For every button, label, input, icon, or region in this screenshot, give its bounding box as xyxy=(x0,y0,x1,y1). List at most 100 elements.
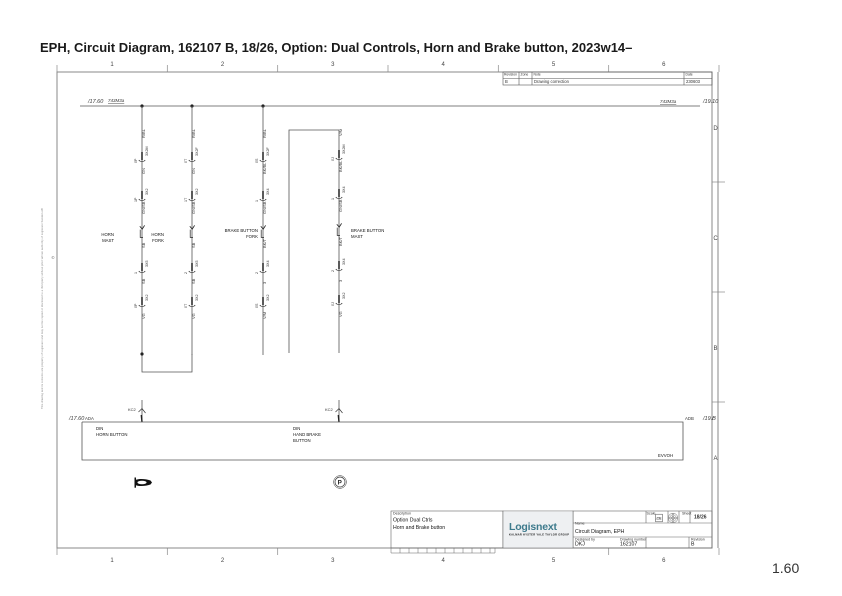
svg-text:2: 2 xyxy=(331,270,335,272)
svg-text:V/M: V/M xyxy=(262,312,267,319)
svg-text:DKJ: DKJ xyxy=(575,542,585,548)
svg-text:DIN: DIN xyxy=(293,426,300,431)
svg-text:BK/T: BK/T xyxy=(262,239,267,248)
svg-text:18/26: 18/26 xyxy=(694,515,707,521)
svg-text:Option Dual Ctrls: Option Dual Ctrls xyxy=(393,518,433,524)
svg-text:3: 3 xyxy=(331,62,335,68)
svg-text:BRAKE BUTTON: BRAKE BUTTON xyxy=(225,228,258,233)
svg-text:3X4: 3X4 xyxy=(266,260,270,267)
svg-text:GN: GN xyxy=(141,168,146,174)
svg-text:0J: 0J xyxy=(331,157,335,161)
svg-text:/19.10: /19.10 xyxy=(702,99,719,105)
svg-text:Zone: Zone xyxy=(521,73,529,77)
svg-text:3X4: 3X4 xyxy=(266,188,270,195)
svg-text:MAST: MAST xyxy=(102,238,114,243)
svg-text:BUTTON: BUTTON xyxy=(293,438,311,443)
svg-text:Scale: Scale xyxy=(647,512,656,516)
svg-text:3X2F: 3X2F xyxy=(195,146,199,156)
svg-text:R/BL: R/BL xyxy=(262,128,267,138)
svg-text:VG: VG xyxy=(191,313,196,319)
svg-text:Sheet: Sheet xyxy=(682,512,691,516)
svg-text:VG: VG xyxy=(338,311,343,317)
svg-text:KALMAR HYSTER YALE TAYLOR GROU: KALMAR HYSTER YALE TAYLOR GROUP xyxy=(509,533,569,537)
svg-text:3X2: 3X2 xyxy=(342,292,346,299)
svg-text:HORN BUTTON: HORN BUTTON xyxy=(96,432,127,437)
svg-text:GN/SB: GN/SB xyxy=(191,201,196,214)
svg-text:0S: 0S xyxy=(255,158,259,163)
svg-text:0T: 0T xyxy=(184,303,188,308)
svg-text:KC2: KC2 xyxy=(128,407,137,412)
svg-text:V/M: V/M xyxy=(338,129,343,136)
svg-text:230603: 230603 xyxy=(686,79,701,84)
svg-text:1T: 1T xyxy=(184,197,188,202)
svg-text:3X5: 3X5 xyxy=(195,260,199,267)
svg-text:R/BL: R/BL xyxy=(141,128,146,138)
svg-text:©: © xyxy=(52,255,55,260)
svg-text:Horn and Brake button: Horn and Brake button xyxy=(393,525,445,531)
svg-text:HORN: HORN xyxy=(151,232,164,237)
svg-text:KC2: KC2 xyxy=(325,407,334,412)
svg-text:DIN: DIN xyxy=(96,426,103,431)
svg-text:0J: 0J xyxy=(331,302,335,306)
svg-text:3X4: 3X4 xyxy=(342,258,346,265)
svg-text:BK/BL: BK/BL xyxy=(262,162,267,174)
svg-text:VG: VG xyxy=(141,313,146,319)
svg-text:R/BL: R/BL xyxy=(191,128,196,138)
svg-text:1: 1 xyxy=(110,62,114,68)
svg-text:FORK: FORK xyxy=(152,238,164,243)
svg-text:1: 1 xyxy=(134,272,138,274)
svg-text:D: D xyxy=(713,126,718,132)
svg-text:1: 1 xyxy=(255,200,259,202)
svg-text:0P: 0P xyxy=(134,158,138,163)
svg-text:HORN: HORN xyxy=(101,232,114,237)
svg-text:/17.60: /17.60 xyxy=(87,99,104,105)
svg-text:EVVOH: EVVOH xyxy=(658,453,673,458)
svg-text:B: B xyxy=(691,542,695,548)
svg-text:3X4: 3X4 xyxy=(342,186,346,193)
svg-text:GN: GN xyxy=(191,168,196,174)
svg-text:CE: CE xyxy=(657,517,663,521)
svg-text:1: 1 xyxy=(331,198,335,200)
svg-text:3X2: 3X2 xyxy=(145,294,149,301)
svg-text:743M3a: 743M3a xyxy=(660,99,677,104)
svg-text:C: C xyxy=(713,236,718,242)
svg-text:2: 2 xyxy=(255,272,259,274)
svg-text:Logisnext: Logisnext xyxy=(509,521,557,533)
svg-text:1P: 1P xyxy=(134,197,138,202)
svg-text:3X2: 3X2 xyxy=(195,188,199,195)
svg-text:4: 4 xyxy=(442,558,446,564)
svg-text:GN/SB: GN/SB xyxy=(338,199,343,212)
svg-text:0S: 0S xyxy=(255,303,259,308)
svg-text:B: B xyxy=(505,79,508,84)
svg-text:MAST: MAST xyxy=(351,234,363,239)
svg-text:/17.60: /17.60 xyxy=(68,416,85,422)
svg-text:FORK: FORK xyxy=(246,234,258,239)
svg-text:4: 4 xyxy=(442,62,446,68)
svg-text:B: B xyxy=(713,346,717,352)
svg-text:1: 1 xyxy=(110,558,114,564)
svg-text:5: 5 xyxy=(552,62,556,68)
svg-text:SB: SB xyxy=(141,242,146,248)
svg-text:BK/BL: BK/BL xyxy=(338,160,343,172)
svg-text:SB: SB xyxy=(191,242,196,248)
svg-text:2: 2 xyxy=(221,62,225,68)
svg-text:Date: Date xyxy=(686,73,693,77)
svg-text:SB: SB xyxy=(141,278,146,284)
svg-text:3X5: 3X5 xyxy=(145,260,149,267)
svg-text:0T: 0T xyxy=(184,158,188,163)
svg-text:6: 6 xyxy=(662,558,666,564)
svg-text:3X2M: 3X2M xyxy=(145,146,149,156)
svg-text:162107: 162107 xyxy=(620,542,637,548)
svg-text:/19.B: /19.B xyxy=(702,416,716,422)
svg-text:HAND BRAKE: HAND BRAKE xyxy=(293,432,321,437)
svg-text:3X2: 3X2 xyxy=(145,188,149,195)
svg-text:BRAKE BUTTON: BRAKE BUTTON xyxy=(351,228,384,233)
svg-text:3X2: 3X2 xyxy=(195,294,199,301)
svg-text:3X2F: 3X2F xyxy=(266,146,270,156)
svg-text:Revision: Revision xyxy=(504,73,517,77)
svg-text:BK/T: BK/T xyxy=(338,237,343,246)
svg-text:2: 2 xyxy=(221,558,225,564)
svg-text:Note: Note xyxy=(534,73,541,77)
svg-text:GN/SB: GN/SB xyxy=(262,201,267,214)
svg-text:6: 6 xyxy=(662,62,666,68)
